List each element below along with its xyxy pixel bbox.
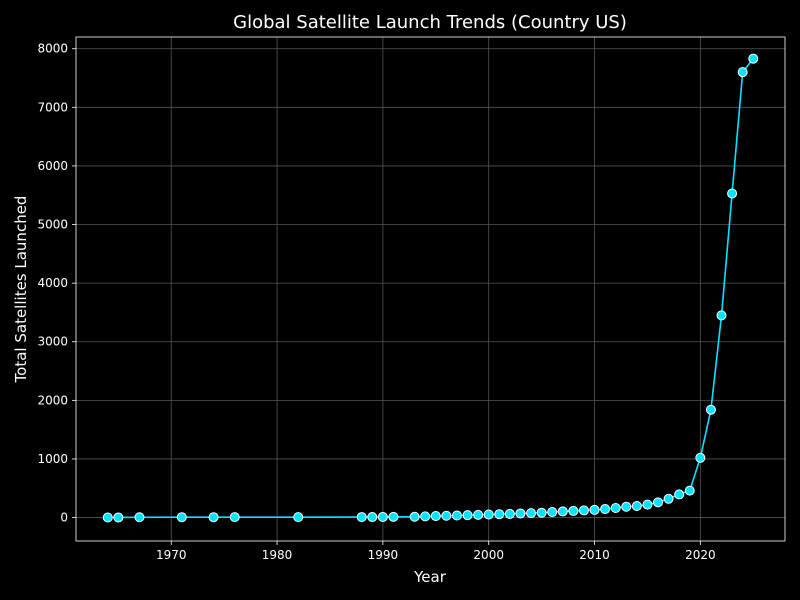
data-point [737,67,748,78]
data-point [610,503,621,514]
y-tick-label: 4000 [37,276,68,290]
x-tick-label: 2010 [579,548,610,562]
data-point [515,508,526,519]
data-point [547,507,558,518]
data-point [536,507,547,518]
data-point [557,506,568,517]
y-tick-label: 0 [60,511,68,525]
data-point [578,505,589,516]
y-axis-label: Total Satellites Launched [12,196,30,384]
data-point [430,511,441,522]
data-point [600,504,611,515]
y-tick-label: 2000 [37,393,68,407]
grid-lines [76,37,785,541]
x-tick-label: 1970 [156,548,187,562]
x-axis-label: Year [413,568,447,586]
data-point [526,508,537,519]
x-tick-label: 1980 [262,548,293,562]
data-point [674,489,685,500]
x-tick-label: 1990 [368,548,399,562]
data-point [705,404,716,415]
data-point [621,501,632,512]
plot-area-frame [75,36,786,542]
axis-ticks: 1970 1980 1990 2000 2010 2020 0 1000 2000 3000 400… [37,42,715,562]
data-point [483,509,494,520]
data-point [388,511,399,522]
data-point [727,188,738,199]
y-tick-label: 1000 [37,452,68,466]
data-point [462,510,473,521]
series-layer [102,53,759,523]
data-point [208,512,219,523]
data-point [176,512,187,523]
data-point [494,509,505,520]
data-point [451,510,462,521]
data-point [663,493,674,504]
data-point [229,512,240,523]
y-tick-label: 6000 [37,159,68,173]
data-point [568,505,579,516]
data-point [113,512,124,523]
x-tick-label: 2020 [685,548,716,562]
chart-title: Global Satellite Launch Trends (Country … [233,12,627,33]
x-tick-label: 2000 [473,548,504,562]
data-point [356,512,367,523]
data-point [631,501,642,512]
data-point [695,452,706,463]
data-point [684,485,695,496]
y-tick-label: 7000 [37,100,68,114]
data-point [748,53,759,64]
data-point [642,499,653,510]
data-point [134,512,145,523]
data-point [420,511,431,522]
data-point [367,512,378,523]
data-point [441,510,452,521]
data-point [589,504,600,515]
data-point [653,497,664,508]
data-point [716,310,727,321]
data-point [473,509,484,520]
y-tick-label: 5000 [37,218,68,232]
data-point [102,512,113,523]
y-tick-label: 8000 [37,42,68,56]
data-point [293,512,304,523]
data-point [504,508,515,519]
data-point [409,511,420,522]
y-tick-label: 3000 [37,335,68,349]
data-point [377,511,388,522]
